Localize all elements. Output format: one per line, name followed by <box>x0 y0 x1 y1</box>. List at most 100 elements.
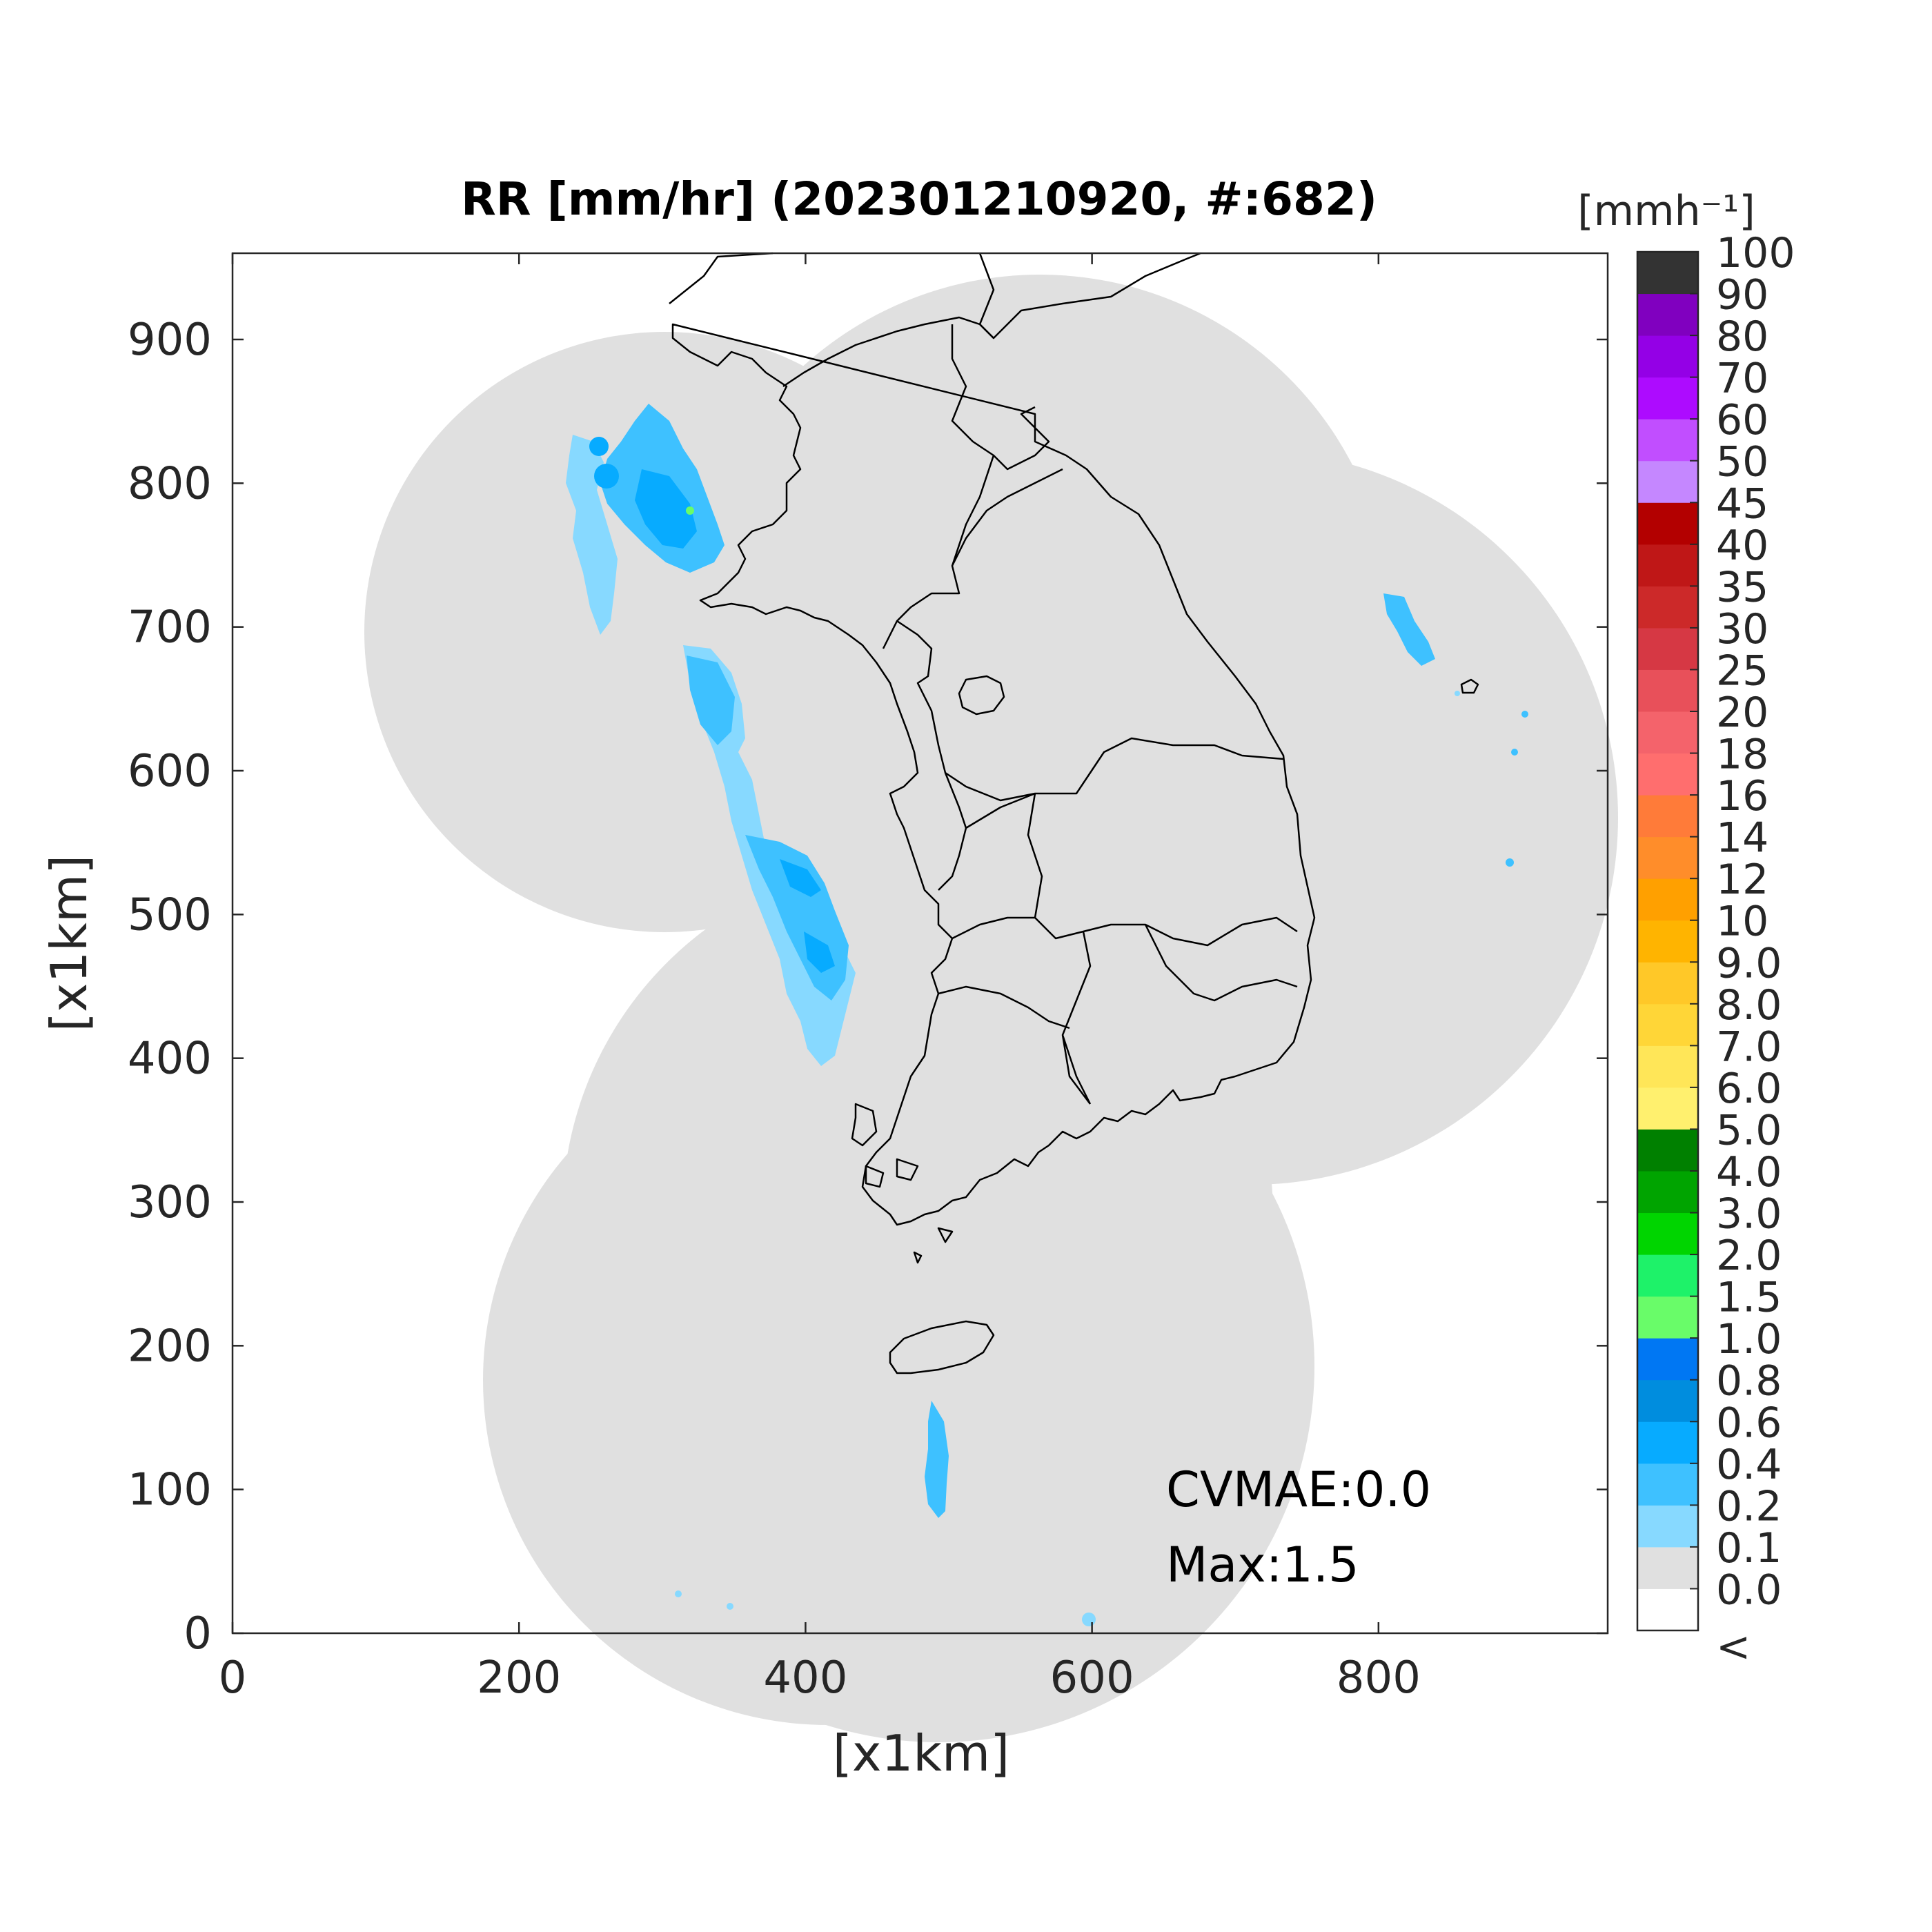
x-tick-label: 0 <box>219 1653 247 1704</box>
x-tick-label: 600 <box>1050 1653 1134 1704</box>
colorbar-swatch <box>1637 1463 1698 1506</box>
precipitation-echoes <box>566 404 1528 1626</box>
colorbar-label: 16 <box>1716 772 1768 820</box>
echo-south-jeju <box>925 1401 949 1518</box>
colorbar-swatch <box>1637 502 1698 545</box>
colorbar-label: 30 <box>1716 605 1768 653</box>
colorbar-label: 18 <box>1716 731 1768 779</box>
cvmae-annotation: CVMAE:0.0 <box>1166 1461 1431 1518</box>
colorbar-label: 25 <box>1716 647 1768 695</box>
x-tick-label: 400 <box>763 1653 847 1704</box>
colorbar-swatch <box>1637 586 1698 629</box>
colorbar-swatch <box>1637 836 1698 879</box>
colorbar-swatch <box>1637 1212 1698 1255</box>
plot-area <box>231 252 1618 1742</box>
colorbar-label: 8.0 <box>1716 981 1782 1029</box>
colorbar-swatch <box>1637 1087 1698 1130</box>
colorbar-label: 0.1 <box>1716 1524 1782 1573</box>
colorbar-swatch <box>1637 1171 1698 1214</box>
colorbar-label: 35 <box>1716 563 1768 611</box>
colorbar-swatch <box>1637 627 1698 670</box>
colorbar-label: 0.0 <box>1716 1566 1782 1614</box>
colorbar-swatch <box>1637 1505 1698 1548</box>
colorbar-swatch <box>1637 711 1698 754</box>
y-tick-label: 100 <box>128 1465 212 1516</box>
colorbar-frame <box>1636 250 1699 1632</box>
jeju-island <box>889 1320 995 1374</box>
coastline-and-borders <box>669 252 1479 1374</box>
colorbar-swatch <box>1637 1129 1698 1172</box>
province-borders <box>782 316 1298 1105</box>
y-tick-label: 700 <box>128 602 212 653</box>
y-axis-label: [x1km] <box>40 855 98 1032</box>
colorbar-label: 90 <box>1716 271 1768 319</box>
colorbar: 0.00.10.20.40.60.81.01.52.03.04.05.06.07… <box>1636 229 1795 1671</box>
colorbar-swatch <box>1637 1003 1698 1046</box>
colorbar-swatch <box>1637 460 1698 503</box>
colorbar-label: 3.0 <box>1716 1190 1782 1239</box>
echo-east-sea <box>1383 593 1435 666</box>
colorbar-label: 40 <box>1716 522 1768 570</box>
colorbar-label: 10 <box>1716 898 1768 946</box>
y-tick-label: 800 <box>128 458 212 509</box>
colorbar-swatch <box>1637 878 1698 921</box>
y-tick-label: 400 <box>128 1034 212 1085</box>
colorbar-label: 0.6 <box>1716 1399 1782 1447</box>
colorbar-swatch <box>1637 920 1698 963</box>
colorbar-label: 4.0 <box>1716 1148 1782 1196</box>
radar-coverage <box>364 275 1618 1742</box>
colorbar-label: 12 <box>1716 856 1768 904</box>
y-axis: 0 100 200 300 400 500 600 700 800 900 <box>128 315 1608 1659</box>
colorbar-label: 14 <box>1716 814 1768 862</box>
x-tick-label: 800 <box>1337 1653 1421 1704</box>
colorbar-label: 1.5 <box>1716 1274 1782 1322</box>
y-tick-label: 200 <box>128 1321 212 1372</box>
x-axis-label: [x1km] <box>833 1724 1009 1782</box>
x-axis: 0 200 400 600 800 <box>219 253 1421 1704</box>
max-annotation: Max:1.5 <box>1166 1537 1359 1593</box>
x-tick-label: 200 <box>477 1653 561 1704</box>
colorbar-swatch <box>1637 252 1698 295</box>
colorbar-swatch <box>1637 293 1698 336</box>
colorbar-swatch <box>1637 1338 1698 1381</box>
ulleung-island <box>1460 678 1479 694</box>
west-islands <box>851 1103 954 1264</box>
colorbar-label: 7.0 <box>1716 1023 1782 1071</box>
colorbar-swatch <box>1637 1296 1698 1339</box>
colorbar-swatch <box>1637 377 1698 420</box>
colorbar-swatch <box>1637 1588 1698 1631</box>
colorbar-label: 9.0 <box>1716 939 1782 987</box>
colorbar-label: 100 <box>1716 229 1795 277</box>
colorbar-swatch <box>1637 1546 1698 1589</box>
colorbar-swatch <box>1637 544 1698 586</box>
colorbar-label: 2.0 <box>1716 1232 1782 1280</box>
y-tick-label: 600 <box>128 746 212 797</box>
y-tick-label: 500 <box>128 889 212 940</box>
colorbar-label: 6.0 <box>1716 1065 1782 1113</box>
colorbar-swatch <box>1637 1421 1698 1464</box>
seoul-outline <box>958 675 1005 716</box>
colorbar-swatch <box>1637 1254 1698 1297</box>
colorbar-label: 1.0 <box>1716 1315 1782 1363</box>
colorbar-label: 0.2 <box>1716 1482 1782 1530</box>
colorbar-below-label: < <box>1716 1623 1751 1671</box>
colorbar-label: 60 <box>1716 396 1768 444</box>
colorbar-label: 50 <box>1716 438 1768 486</box>
colorbar-unit: [mmh⁻¹] <box>1577 187 1755 235</box>
plot-frame <box>231 252 1609 1635</box>
y-tick-label: 300 <box>128 1177 212 1228</box>
colorbar-label: 0.4 <box>1716 1441 1782 1489</box>
colorbar-swatch <box>1637 795 1698 838</box>
colorbar-swatch <box>1637 669 1698 712</box>
colorbar-swatch <box>1637 419 1698 462</box>
colorbar-swatch <box>1637 753 1698 796</box>
colorbar-label: 0.8 <box>1716 1357 1782 1406</box>
colorbar-label: 20 <box>1716 689 1768 737</box>
colorbar-swatch <box>1637 962 1698 1005</box>
peninsula-outline <box>669 252 1316 1226</box>
y-tick-label: 900 <box>128 315 212 366</box>
colorbar-label: 5.0 <box>1716 1106 1782 1154</box>
chart-title: RR [mm/hr] (202301210920, #:682) <box>461 172 1377 226</box>
colorbar-label: 80 <box>1716 313 1768 361</box>
colorbar-label: 45 <box>1716 480 1768 528</box>
